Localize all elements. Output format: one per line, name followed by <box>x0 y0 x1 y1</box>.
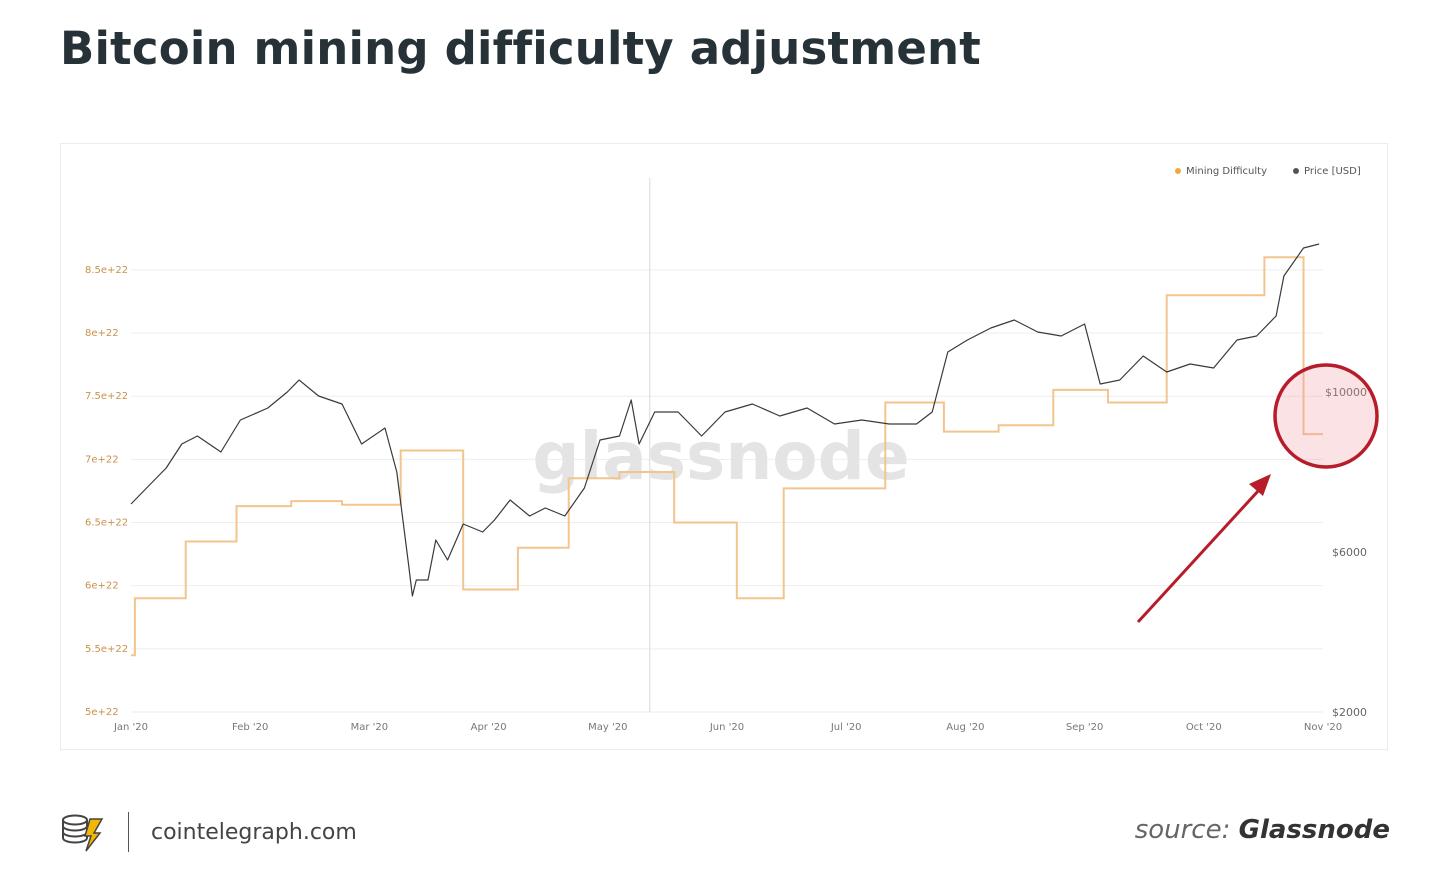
x-tick-label: Mar '20 <box>351 722 389 733</box>
y-right-tick-label: $10000 <box>1325 386 1367 399</box>
x-tick-label: Apr '20 <box>471 722 507 733</box>
x-tick-label: Sep '20 <box>1066 722 1104 733</box>
annotation-arrow-head <box>1249 474 1271 496</box>
x-tick-label: May '20 <box>588 722 627 733</box>
chart-panel: 5e+22 5.5e+22 6e+22 6.5e+22 7e+22 7.5e+22 8e+2… <box>60 143 1388 750</box>
y-right-tick-label: $2000 <box>1332 706 1367 719</box>
watermark: glassnode <box>532 418 909 495</box>
y-left-tick-label: 5e+22 <box>85 707 119 718</box>
page-title: Bitcoin mining difficulty adjustment <box>60 22 981 75</box>
annotation-arrow-shaft <box>1136 488 1261 624</box>
difficulty-price-chart: 5e+22 5.5e+22 6e+22 6.5e+22 7e+22 7.5e+22 8e+2… <box>85 166 1379 733</box>
legend-marker-difficulty <box>1175 168 1181 174</box>
legend-marker-price <box>1293 168 1299 174</box>
y-left-tick-label: 5.5e+22 <box>85 644 128 655</box>
footer: cointelegraph.com <box>60 808 357 856</box>
source-prefix: source: <box>1134 815 1231 845</box>
footer-divider <box>128 812 129 852</box>
source-name: Glassnode <box>1238 815 1390 845</box>
y-left-tick-label: 7.5e+22 <box>85 391 128 402</box>
x-tick-label: Aug '20 <box>946 722 984 733</box>
highlight-circle <box>1273 363 1379 469</box>
y-left-tick-label: 6.5e+22 <box>85 518 128 529</box>
site-name: cointelegraph.com <box>151 819 357 845</box>
y-right-tick-label: $6000 <box>1332 546 1367 559</box>
difficulty-series-line <box>131 256 1323 657</box>
x-tick-label: Nov '20 <box>1304 722 1342 733</box>
x-tick-label: Jan '20 <box>113 722 148 733</box>
cointelegraph-logo-icon <box>62 814 104 852</box>
x-tick-label: Jun '20 <box>709 722 744 733</box>
x-tick-label: Feb '20 <box>232 722 268 733</box>
y-left-tick-label: 8.5e+22 <box>85 265 128 276</box>
price-series-line <box>130 243 1320 597</box>
legend-label-price: Price [USD] <box>1304 166 1361 177</box>
y-left-tick-label: 7e+22 <box>85 454 119 465</box>
x-tick-label: Jul '20 <box>830 722 862 733</box>
y-left-tick-label: 8e+22 <box>85 328 119 339</box>
legend-label-difficulty: Mining Difficulty <box>1186 166 1267 177</box>
y-left-tick-label: 6e+22 <box>85 581 119 592</box>
x-tick-label: Oct '20 <box>1186 722 1222 733</box>
source-credit: source: Glassnode <box>1135 815 1390 845</box>
